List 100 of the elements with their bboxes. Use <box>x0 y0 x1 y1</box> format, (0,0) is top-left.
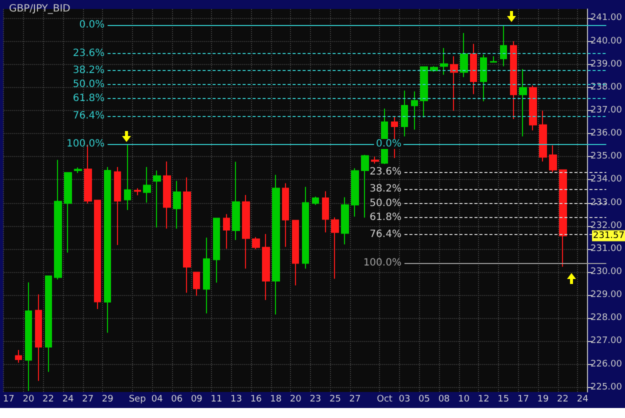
candlestick <box>460 32 468 78</box>
annotation: 23.6% <box>72 48 105 59</box>
candlestick <box>15 350 22 364</box>
annotation: 100.0% <box>363 257 402 268</box>
candlestick <box>252 236 260 250</box>
annotation: 38.2% <box>72 65 105 76</box>
x-tick-label: 25 <box>329 394 341 404</box>
candlestick <box>312 196 319 206</box>
x-tick-label: 24 <box>576 394 589 404</box>
y-tick-label: 227.00 <box>590 336 622 346</box>
x-tick-label: 17 <box>517 394 529 404</box>
candlestick <box>94 200 101 310</box>
x-tick-label: 11 <box>210 394 222 404</box>
y-tick-label: 232.00 <box>590 220 622 231</box>
y-tick-label: 239.00 <box>590 59 622 70</box>
annotation: 76.4% <box>72 110 105 122</box>
candlestick <box>54 159 62 280</box>
x-tick-label: 09 <box>190 394 203 404</box>
chart-title: GBP/JPY_BID <box>9 4 71 14</box>
annotation: 76.4% <box>370 229 402 240</box>
y-tick-label: 241.00 <box>590 13 622 24</box>
x-tick-label: 29 <box>102 394 114 404</box>
x-tick-label: 19 <box>537 394 549 404</box>
x-tick-label: 20 <box>22 394 34 404</box>
x-tick-label: 08 <box>438 394 450 404</box>
candlestick <box>351 168 359 218</box>
annotation: 61.8% <box>370 212 402 223</box>
candlestick <box>411 90 418 130</box>
candlestick <box>74 167 82 174</box>
candlestick <box>341 196 349 245</box>
text: 231.57 <box>593 230 624 241</box>
x-tick-label: 27 <box>349 394 361 404</box>
y-tick-label: 230.00 <box>590 267 622 278</box>
x-tick-label: 24 <box>62 394 74 404</box>
y-tick-label: 235.00 <box>590 152 622 162</box>
annotation: 0.0% <box>376 138 402 150</box>
candlestick <box>500 24 507 67</box>
candlestick <box>173 180 181 230</box>
candlestick <box>134 188 141 196</box>
x-tick-label: 16 <box>250 394 262 404</box>
candlestick <box>242 194 250 270</box>
candlestick <box>549 144 557 173</box>
candlestick <box>559 169 567 268</box>
x-tick-label: 03 <box>398 394 410 404</box>
x-tick-label: 20 <box>290 394 302 404</box>
annotation: 100.0% <box>66 138 105 150</box>
x-tick-label: 27 <box>82 394 94 404</box>
candlestick <box>302 186 309 270</box>
y-tick-label: 240.00 <box>590 36 622 46</box>
y-tick-label: 231.00 <box>590 244 622 254</box>
x-tick-label: 18 <box>270 394 282 404</box>
candlestick <box>322 190 329 233</box>
candlestick <box>35 294 42 382</box>
x-tick-label: 13 <box>230 394 242 404</box>
candlestick <box>232 161 240 240</box>
candlestick <box>143 166 151 204</box>
y-tick-label: 229.00 <box>590 290 622 300</box>
candlestick <box>470 43 477 95</box>
candlestick <box>361 154 369 218</box>
candlestick <box>510 40 517 120</box>
candlestick <box>163 161 171 230</box>
candlestick <box>193 272 200 296</box>
y-tick-label: 233.00 <box>590 198 622 208</box>
candlestick <box>124 144 131 210</box>
y-tick-label: 226.00 <box>590 359 622 370</box>
candlestick <box>292 220 299 286</box>
annotation: 50.0% <box>72 78 105 90</box>
x-tick-label: 17 <box>2 394 14 404</box>
candlestick <box>223 214 230 250</box>
candlestick <box>45 275 52 372</box>
y-tick-label: 238.00 <box>590 82 622 92</box>
candlestick <box>104 166 111 334</box>
y-tick-label: 228.00 <box>590 313 622 324</box>
y-tick-label: 236.00 <box>590 128 622 139</box>
x-tick-label: 15 <box>498 394 510 404</box>
x-tick-label: 10 <box>458 394 470 404</box>
annotation: 23.6% <box>370 166 402 178</box>
annotation: 38.2% <box>370 184 402 195</box>
candlestick <box>490 56 497 63</box>
candlestick <box>529 85 537 131</box>
candlestick <box>450 56 458 112</box>
x-tick-label: 22 <box>557 394 568 404</box>
annotation: 61.8% <box>72 93 105 104</box>
x-tick-label: Sep <box>128 394 146 404</box>
candlestick <box>153 170 161 228</box>
candlestick <box>114 166 121 246</box>
y-tick-label: 234.00 <box>590 174 622 185</box>
candlestick <box>371 156 379 164</box>
candlestick <box>420 66 428 118</box>
x-tick-label: 04 <box>151 394 164 404</box>
y-tick-label: 225.00 <box>590 382 622 392</box>
x-tick-label: 23 <box>310 394 322 404</box>
candlestick <box>282 182 289 248</box>
candlestick <box>64 172 72 254</box>
candlestick <box>213 218 220 284</box>
candlestick <box>272 174 280 315</box>
annotation: 50.0% <box>370 198 402 209</box>
candlestick <box>480 54 487 102</box>
x-tick-label: 12 <box>478 394 490 404</box>
candlestick <box>25 282 32 392</box>
